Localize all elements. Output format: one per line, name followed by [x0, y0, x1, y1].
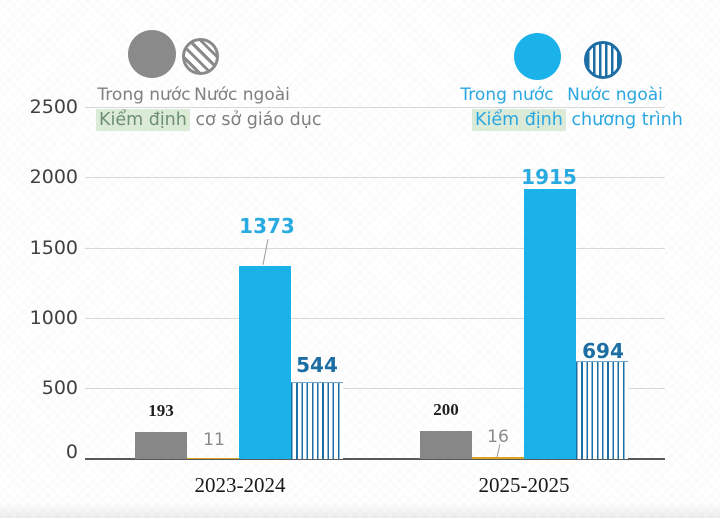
- gridline-500: [85, 388, 665, 389]
- y-tick-2000: 2000: [29, 166, 78, 188]
- legend-right-label-foreign: Nước ngoài: [567, 85, 663, 105]
- y-tick-1500: 1500: [29, 237, 78, 259]
- legend-left-label-domestic: Trong nước: [97, 85, 191, 105]
- bar-2025-domestic-program: [524, 189, 576, 459]
- legend-circle-foreign-program-icon: [584, 41, 622, 79]
- y-tick-500: 500: [41, 377, 78, 399]
- value-label-193: 193: [148, 401, 174, 420]
- legend-right-label-domestic: Trong nước: [460, 85, 554, 105]
- bar-2025-foreign-program: [576, 361, 628, 459]
- bar-2023-domestic-program: [239, 265, 291, 459]
- y-tick-2500: 2500: [29, 96, 78, 118]
- gridline-2500: [85, 107, 665, 108]
- category-label-2023-2024: 2023-2024: [194, 473, 286, 497]
- bar-2023-foreign-program: [291, 382, 343, 459]
- legend-left-caption-highlight: Kiểm định: [96, 109, 190, 131]
- legend-right-caption-rest: chương trình: [565, 110, 683, 130]
- category-label-2025-2025: 2025-2025: [478, 473, 570, 497]
- x-axis-line: [85, 458, 665, 460]
- gridline-1500: [85, 248, 665, 249]
- gridline-1000: [85, 318, 665, 319]
- value-label-1373: 1373: [239, 214, 295, 238]
- legend-left-caption: Kiểm định cơ sở giáo dục: [96, 109, 322, 131]
- y-tick-1000: 1000: [29, 307, 78, 329]
- bar-2023-foreign-institution: [187, 457, 239, 459]
- legend-left-label-foreign: Nước ngoài: [194, 85, 290, 105]
- bar-2023-domestic-institution: [135, 431, 187, 459]
- y-tick-0: 0: [65, 441, 78, 463]
- gridline-2000: [85, 177, 665, 178]
- value-label-200: 200: [433, 400, 459, 419]
- value-label-11: 11: [203, 430, 225, 450]
- legend-right-caption-highlight: Kiểm định: [472, 109, 566, 131]
- legend-circle-foreign-institution-icon: [182, 38, 219, 75]
- legend-left-caption-rest: cơ sở giáo dục: [189, 110, 322, 130]
- bar-2025-foreign-institution: [472, 456, 524, 459]
- legend-right-caption: Kiểm định chương trình: [472, 109, 683, 131]
- value-label-16: 16: [487, 427, 509, 447]
- value-label-544: 544: [296, 353, 338, 377]
- legend-circle-domestic-institution-icon: [128, 30, 176, 78]
- bar-2025-domestic-institution: [420, 430, 472, 459]
- legend-circle-domestic-program-icon: [514, 33, 561, 80]
- value-label-1915: 1915: [521, 165, 577, 189]
- leader-line-1373: [262, 239, 269, 265]
- value-label-694: 694: [582, 339, 624, 363]
